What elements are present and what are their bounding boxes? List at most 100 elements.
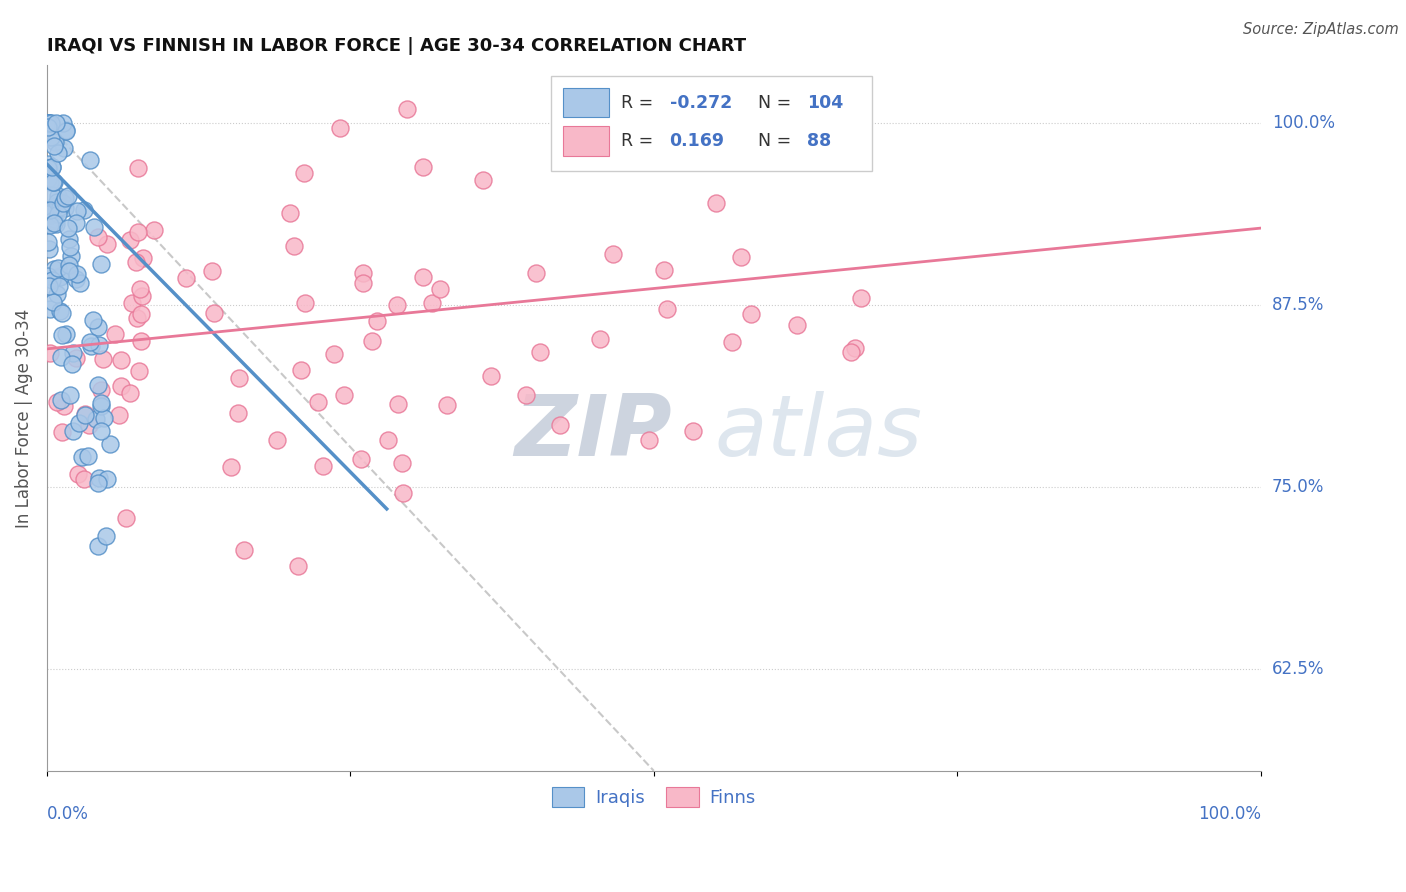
Point <box>53 191 76 205</box>
Point <box>49 350 72 364</box>
Text: N =: N = <box>758 132 797 150</box>
Point <box>59 249 82 263</box>
Point <box>60 357 83 371</box>
Point <box>329 121 352 136</box>
Point <box>436 399 458 413</box>
Point <box>38 301 60 316</box>
Point <box>38 219 60 233</box>
Point <box>42 175 65 189</box>
Point <box>128 282 150 296</box>
Point <box>77 418 100 433</box>
Point <box>49 270 72 285</box>
Point <box>87 471 110 485</box>
Point <box>46 395 69 409</box>
Point <box>849 291 872 305</box>
Point <box>118 386 141 401</box>
Point <box>125 255 148 269</box>
Point <box>740 307 762 321</box>
Point <box>90 257 112 271</box>
Point <box>38 207 60 221</box>
Point <box>127 311 149 326</box>
Point <box>37 157 59 171</box>
Point <box>132 251 155 265</box>
Point <box>59 240 82 254</box>
Point <box>121 296 143 310</box>
Point <box>55 124 77 138</box>
Text: IRAQI VS FINNISH IN LABOR FORCE | AGE 30-34 CORRELATION CHART: IRAQI VS FINNISH IN LABOR FORCE | AGE 30… <box>46 37 747 55</box>
Point <box>55 327 77 342</box>
Point <box>67 467 90 481</box>
Point <box>529 344 551 359</box>
Text: 62.5%: 62.5% <box>1272 660 1324 678</box>
Point <box>323 346 346 360</box>
Point <box>37 116 59 130</box>
Point <box>472 173 495 187</box>
Point <box>73 408 96 422</box>
Point <box>655 302 678 317</box>
Text: -0.272: -0.272 <box>669 94 731 112</box>
Point <box>391 486 413 500</box>
Point <box>228 406 250 420</box>
Point <box>283 238 305 252</box>
Point <box>131 289 153 303</box>
Point <box>37 172 59 186</box>
Point <box>45 116 67 130</box>
Point <box>412 270 434 285</box>
Point <box>66 268 89 282</box>
Point <box>69 276 91 290</box>
Point <box>142 223 165 237</box>
Point <box>86 377 108 392</box>
Point <box>44 135 66 149</box>
Point <box>38 278 60 293</box>
Point <box>110 353 132 368</box>
Point <box>41 214 63 228</box>
Text: ZIP: ZIP <box>515 391 672 474</box>
Point <box>721 334 744 349</box>
Point <box>38 216 60 230</box>
Point <box>41 272 63 286</box>
Point <box>66 203 89 218</box>
Point <box>82 312 104 326</box>
Point <box>524 266 547 280</box>
Point <box>361 334 384 348</box>
Point <box>98 436 121 450</box>
Point <box>107 408 129 422</box>
Point <box>87 229 110 244</box>
Point <box>201 264 224 278</box>
Point <box>602 247 624 261</box>
Point <box>46 195 69 210</box>
Point <box>41 160 63 174</box>
Point <box>79 335 101 350</box>
Point <box>387 298 409 312</box>
Point <box>51 425 73 440</box>
Text: 100.0%: 100.0% <box>1272 114 1334 132</box>
Point <box>638 434 661 448</box>
Point <box>46 260 69 275</box>
Point <box>41 204 63 219</box>
Point <box>37 120 59 135</box>
Text: 100.0%: 100.0% <box>1198 805 1261 823</box>
Point <box>654 263 676 277</box>
Point <box>38 346 60 360</box>
Text: R =: R = <box>621 132 664 150</box>
Point <box>233 543 256 558</box>
Point <box>312 459 335 474</box>
Point <box>44 199 66 213</box>
Point <box>49 392 72 407</box>
Point <box>49 200 72 214</box>
Point <box>766 119 789 133</box>
Point <box>129 307 152 321</box>
Text: 87.5%: 87.5% <box>1272 296 1324 314</box>
Point <box>37 116 59 130</box>
Text: 104: 104 <box>807 94 844 112</box>
Point <box>96 472 118 486</box>
FancyBboxPatch shape <box>551 76 872 171</box>
Text: 75.0%: 75.0% <box>1272 478 1324 496</box>
Point <box>45 217 67 231</box>
Point <box>91 352 114 367</box>
Point <box>391 456 413 470</box>
Point <box>352 276 374 290</box>
Point <box>682 424 704 438</box>
Point <box>76 449 98 463</box>
Text: atlas: atlas <box>714 391 922 474</box>
